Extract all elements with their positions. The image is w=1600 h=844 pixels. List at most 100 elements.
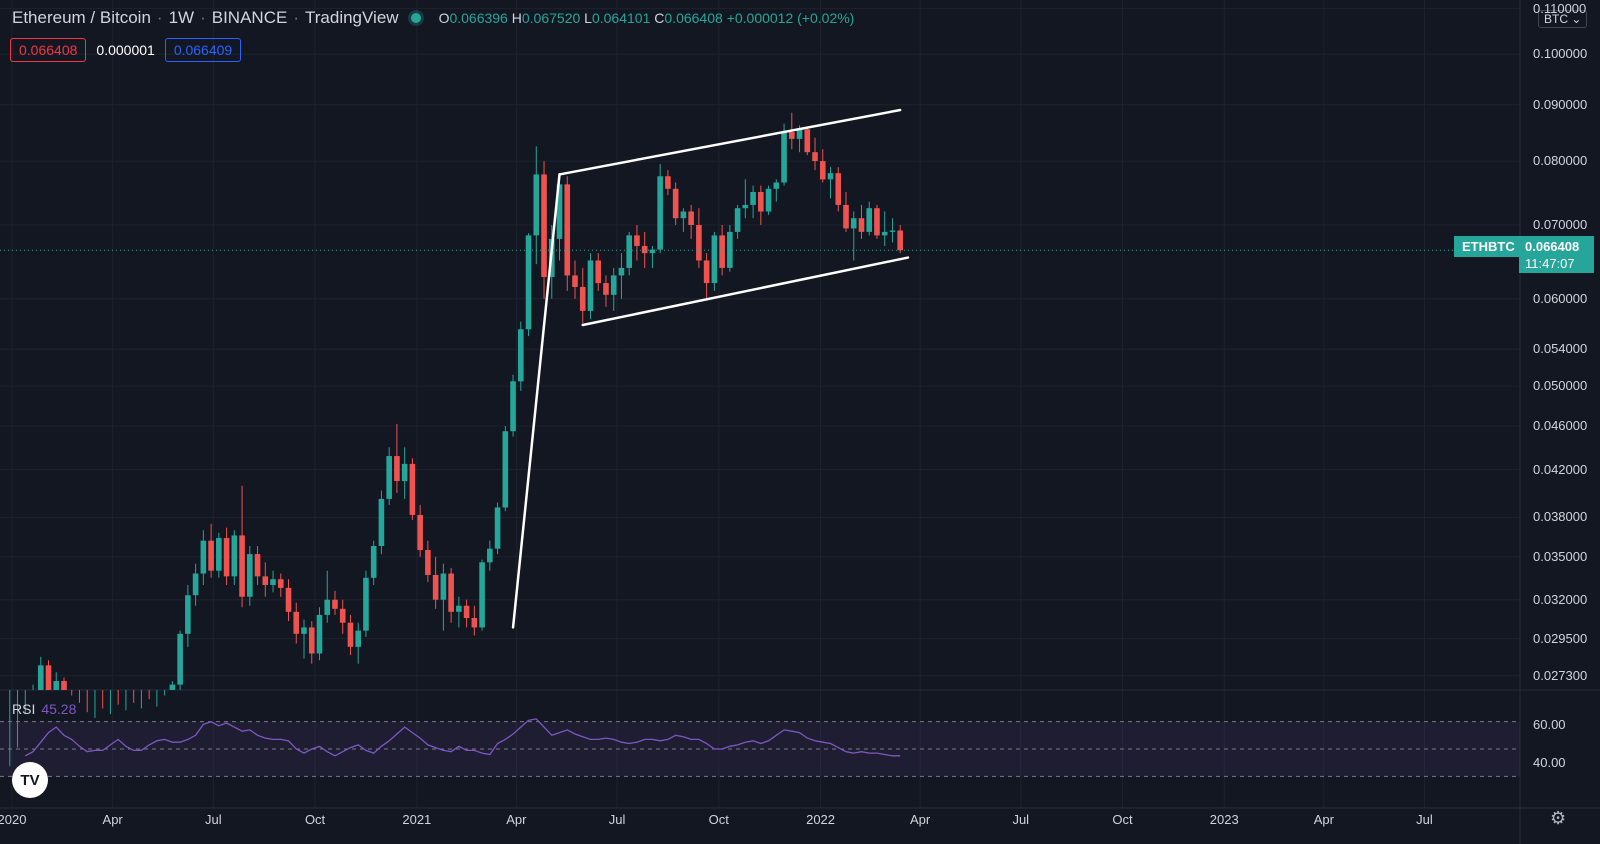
candle <box>223 527 230 585</box>
price-axis-label: 0.042000 <box>1533 461 1588 477</box>
time-axis-label: Apr <box>1313 812 1334 827</box>
candle <box>610 267 617 311</box>
candle <box>719 224 725 276</box>
time-axis-label: Oct <box>304 812 326 827</box>
candle <box>37 656 44 690</box>
candle <box>734 204 741 239</box>
candle <box>773 179 780 202</box>
candle <box>471 605 478 636</box>
candle <box>363 570 369 638</box>
candle <box>518 321 524 391</box>
symbol-title[interactable]: Ethereum / Bitcoin <box>12 8 151 27</box>
candle <box>897 224 903 254</box>
candle <box>262 562 269 597</box>
ohlc-readout: O0.066396 H0.067520 L0.064101 C0.066408 … <box>438 10 855 26</box>
spread-value: 0.000001 <box>96 42 155 58</box>
time-axis-label: Oct <box>708 812 729 827</box>
candle <box>370 540 377 585</box>
price-axis-label: 0.100000 <box>1533 46 1588 62</box>
time-axis-label: Jul <box>608 812 626 827</box>
candle <box>680 208 687 232</box>
price-axis-label: 0.029500 <box>1533 630 1588 646</box>
candle <box>45 660 52 690</box>
buy-price-button[interactable]: 0.066409 <box>164 38 242 62</box>
candle <box>541 161 547 299</box>
candle <box>231 530 238 585</box>
candle <box>494 502 501 555</box>
sell-price-button[interactable]: 0.066408 <box>10 38 87 62</box>
candle <box>216 532 222 578</box>
candle <box>409 458 416 520</box>
candle <box>634 224 640 261</box>
rsi-axis-label-60: 60.00 <box>1533 717 1566 732</box>
time-axis-label: Apr <box>506 812 527 827</box>
candle <box>827 167 834 199</box>
countdown-tag: 11:47:07 <box>1519 254 1594 273</box>
price-axis-label: 0.032000 <box>1533 591 1588 607</box>
time-axis-label: Oct <box>1112 812 1133 827</box>
price-axis-label: 0.035000 <box>1533 548 1588 564</box>
candle <box>727 224 733 272</box>
candle <box>626 231 632 276</box>
time-axis-label: Jul <box>1012 812 1030 827</box>
price-axis-label: 0.080000 <box>1533 153 1588 169</box>
candle <box>270 570 276 593</box>
candle <box>696 208 702 268</box>
candle <box>665 170 671 196</box>
candle <box>169 681 176 690</box>
candle <box>332 590 338 615</box>
time-axis-label: 2022 <box>806 812 836 827</box>
symbol-tag: ETHBTC <box>1454 236 1523 257</box>
candles <box>9 112 903 767</box>
price-axis-label: 0.110000 <box>1533 0 1587 16</box>
candle <box>254 546 261 585</box>
candle <box>510 374 516 437</box>
candle <box>672 182 679 225</box>
candle <box>316 607 323 661</box>
candle <box>192 563 199 606</box>
interval-label[interactable]: 1W <box>168 8 195 27</box>
candle <box>285 579 292 622</box>
candle <box>247 546 253 606</box>
candle <box>758 185 764 225</box>
candle <box>347 614 354 656</box>
rsi-legend[interactable]: RSI 45.28 <box>12 701 76 717</box>
candle <box>711 231 718 291</box>
candle <box>277 573 284 597</box>
price-axis-label: 0.050000 <box>1533 378 1588 394</box>
candle <box>355 622 362 664</box>
trendline <box>511 173 561 629</box>
candle <box>874 204 880 239</box>
time-axis-label: 2023 <box>1209 812 1239 827</box>
candle <box>61 677 67 690</box>
time-axis-label: 2020 <box>0 812 27 827</box>
candle <box>208 523 214 578</box>
candle <box>850 211 857 261</box>
rsi-line <box>24 718 901 757</box>
candle <box>448 567 454 623</box>
candle <box>579 267 586 324</box>
time-axis-label: Apr <box>102 812 123 827</box>
candle <box>835 167 842 212</box>
candle <box>417 505 423 557</box>
candle <box>889 218 896 243</box>
trendline <box>558 108 902 176</box>
candle <box>200 530 207 585</box>
gear-icon[interactable]: ⚙ <box>1550 808 1567 828</box>
rsi-value: 45.28 <box>41 701 77 717</box>
candle <box>53 672 60 690</box>
symbol-legend: Ethereum / Bitcoin · 1W · BINANCE · Trad… <box>12 8 855 27</box>
candle <box>866 201 873 236</box>
exchange-label: BINANCE <box>211 8 288 27</box>
candle <box>386 447 392 506</box>
trendline <box>581 256 910 327</box>
candle <box>750 185 756 219</box>
candle <box>703 253 710 299</box>
last-price-tag: 0.066408 <box>1519 236 1594 257</box>
currency-button[interactable]: BTC ⌄ <box>1538 10 1588 28</box>
tradingview-logo[interactable]: TV <box>12 762 48 798</box>
price-axis-label: 0.027300 <box>1533 667 1588 683</box>
candle <box>301 619 307 659</box>
candle <box>572 260 578 299</box>
